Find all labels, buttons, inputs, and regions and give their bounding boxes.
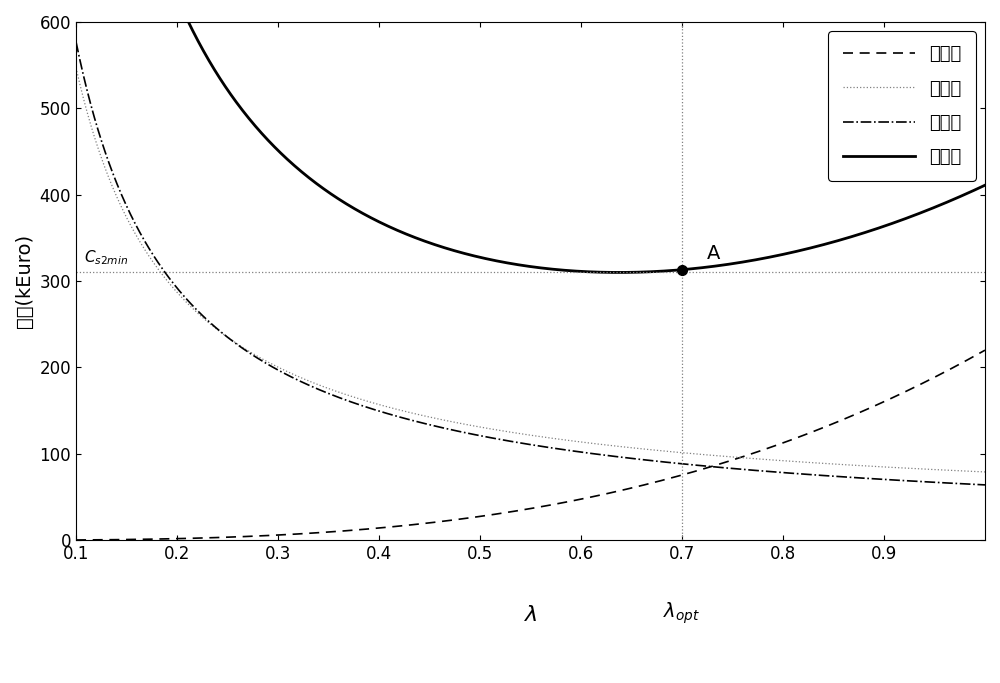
齿轮筱 <box>438 517 450 525</box>
Text: $\lambda_{opt}$: $\lambda_{opt}$ <box>663 600 701 626</box>
Text: $C_{s2min}$: $C_{s2min}$ <box>84 248 128 267</box>
发电机 <box>70 38 82 46</box>
变流器 <box>694 450 706 458</box>
Line: 齿轮筱: 齿轮筱 <box>76 350 985 540</box>
总成本 <box>470 252 482 260</box>
总成本 <box>780 250 792 258</box>
发电机 <box>779 469 791 477</box>
Line: 变流器: 变流器 <box>76 68 985 472</box>
Line: 发电机: 发电机 <box>76 42 985 485</box>
齿轮筱 <box>70 536 82 544</box>
变流器 <box>779 457 791 465</box>
Line: 总成本: 总成本 <box>76 0 985 273</box>
Legend: 齿轮筱, 变流器, 发电机, 总成本: 齿轮筱, 变流器, 发电机, 总成本 <box>828 31 976 181</box>
总成本 <box>613 268 625 277</box>
变流器 <box>163 279 175 287</box>
齿轮筱 <box>779 438 791 446</box>
总成本 <box>796 246 808 254</box>
变流器 <box>438 416 450 424</box>
总成本 <box>979 181 991 189</box>
发电机 <box>438 424 450 432</box>
齿轮筱 <box>795 432 807 441</box>
变流器 <box>70 64 82 72</box>
齿轮筱 <box>163 535 175 543</box>
变流器 <box>979 468 991 476</box>
齿轮筱 <box>979 346 991 354</box>
发电机 <box>163 273 175 281</box>
总成本 <box>695 264 707 272</box>
Text: A: A <box>707 245 721 264</box>
发电机 <box>795 470 807 478</box>
变流器 <box>470 422 482 430</box>
齿轮筱 <box>694 466 706 474</box>
Y-axis label: 成本(kEuro): 成本(kEuro) <box>15 234 34 328</box>
发电机 <box>694 462 706 470</box>
X-axis label: $\lambda$: $\lambda$ <box>524 604 537 625</box>
变流器 <box>795 458 807 466</box>
总成本 <box>438 243 450 251</box>
齿轮筱 <box>470 513 482 521</box>
发电机 <box>979 481 991 489</box>
发电机 <box>470 431 482 439</box>
